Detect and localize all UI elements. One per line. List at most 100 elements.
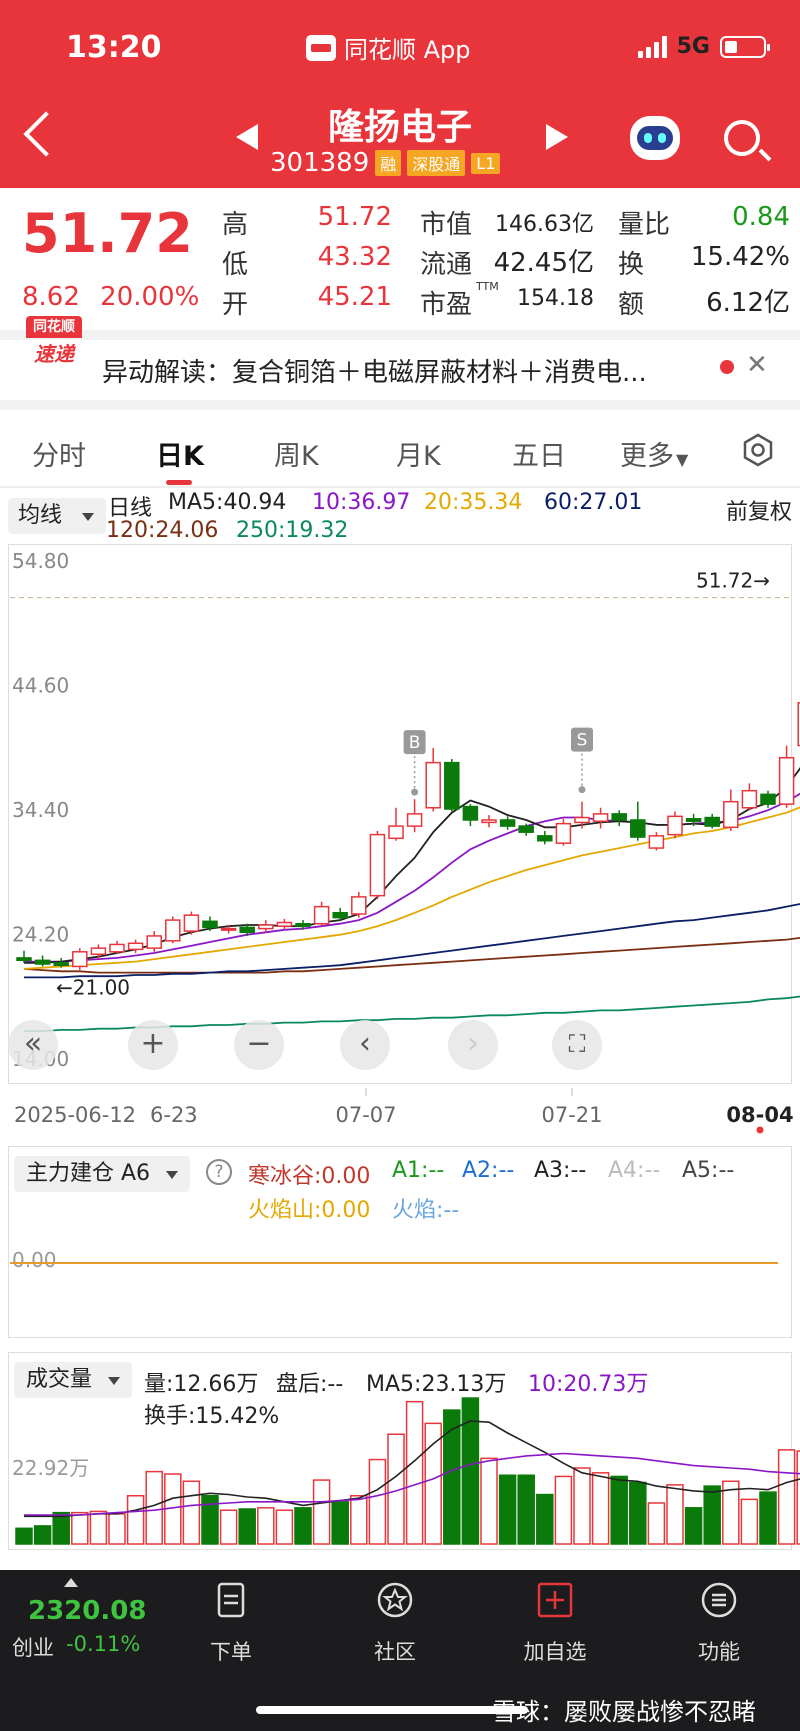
candle-body [34, 959, 51, 965]
assistant-robot-icon[interactable] [630, 116, 680, 160]
open-label: 开 [222, 290, 249, 320]
sell-marker-dot [578, 786, 586, 794]
candle-body [369, 833, 386, 897]
volume-selector-button[interactable]: 成交量 [14, 1362, 132, 1398]
nav-community-label: 社区 [374, 1640, 416, 1664]
divider [0, 486, 800, 488]
candle-body [667, 815, 683, 836]
candle [239, 923, 255, 936]
vol-ma5: MA5:23.13万 [366, 1372, 507, 1397]
kline-chart[interactable] [8, 544, 792, 1084]
active-tab-underline [166, 480, 192, 485]
y-tick-label: 24.20 [12, 923, 69, 947]
next-stock-icon[interactable] [546, 124, 568, 150]
candle-body [351, 896, 367, 915]
volume-bar [126, 1494, 145, 1545]
volume-bar [554, 1475, 573, 1545]
buy-marker-dot [411, 788, 419, 796]
stock-code-row: 301389 融 深股通 L1 [270, 148, 501, 178]
candle [797, 702, 800, 747]
settings-icon[interactable] [740, 432, 776, 468]
tag-level: L1 [471, 152, 501, 174]
mktcap-value: 146.63亿 [495, 212, 594, 237]
adjust-mode[interactable]: 前复权 [725, 500, 792, 525]
candle-body [239, 926, 255, 934]
news-headline[interactable]: 异动解读：复合铜箔＋电磁屏蔽材料＋消费电... [102, 358, 647, 388]
index-value[interactable]: 2320.08 [28, 1596, 147, 1626]
nav-community[interactable]: 社区 [340, 1580, 450, 1666]
volume-bar [517, 1474, 535, 1545]
x-tick-label: 2025-06-12 [14, 1103, 136, 1127]
ma-selector-button[interactable]: 均线 [8, 498, 106, 534]
high-label: 高 [222, 210, 249, 240]
ma20-line [23, 806, 800, 970]
scroll-start-icon[interactable]: « [8, 1020, 58, 1070]
candle-body [388, 825, 404, 840]
nav-order[interactable]: 下单 [176, 1580, 286, 1666]
last-price-label: 51.72→ [696, 569, 770, 593]
search-icon[interactable] [724, 120, 760, 156]
volume-bar [629, 1481, 647, 1545]
tab-intraday[interactable]: 分时 [32, 441, 86, 472]
indicator-selector-button[interactable]: 主力建仓 A6 [14, 1156, 190, 1192]
pan-right-icon[interactable]: › [448, 1020, 498, 1070]
volume-bar [52, 1511, 70, 1545]
volume-bar [275, 1509, 294, 1545]
candle-body [146, 935, 162, 949]
home-indicator[interactable] [256, 1706, 528, 1714]
candle [741, 783, 758, 811]
candle [406, 799, 423, 833]
zoom-out-icon[interactable]: − [234, 1020, 284, 1070]
candle [481, 815, 497, 828]
expand-up-icon[interactable] [64, 1578, 78, 1587]
y-tick-label: 34.40 [12, 798, 69, 822]
candle [537, 830, 553, 845]
sell-marker-badge [571, 727, 593, 752]
candle [611, 810, 627, 827]
y-tick-label: 54.80 [12, 549, 69, 573]
candle-body [592, 813, 609, 822]
status-time: 13:20 [66, 30, 162, 65]
zoom-in-icon[interactable]: + [128, 1020, 178, 1070]
news-logo-top: 同花顺 [26, 316, 82, 338]
candle-body [90, 947, 107, 955]
candle [444, 758, 460, 812]
tab-weekly-k[interactable]: 周K [274, 441, 319, 472]
nav-functions[interactable]: 功能 [664, 1580, 774, 1666]
candle [127, 939, 144, 954]
candle [555, 818, 572, 846]
ma5-value: MA5:40.94 [168, 490, 287, 515]
order-icon [217, 1582, 245, 1618]
x-tick-label: 07-21 [541, 1103, 602, 1127]
candle [574, 801, 590, 829]
nav-add-watchlist[interactable]: 加自选 [500, 1580, 610, 1666]
tab-daily-k[interactable]: 日K [156, 441, 204, 472]
vol_ma5-line [24, 1420, 800, 1518]
help-icon[interactable]: ? [206, 1159, 232, 1185]
candle [313, 901, 330, 927]
ind-hanbinggu: 寒冰谷:0.00 [248, 1164, 371, 1189]
tab-five-day[interactable]: 五日 [512, 441, 566, 472]
candle-body [537, 835, 553, 842]
vol-ma10: 10:20.73万 [528, 1372, 649, 1397]
volume-bar [201, 1494, 219, 1545]
volume-bar [33, 1525, 52, 1545]
prev-stock-icon[interactable] [236, 124, 258, 150]
ind-huoyanshan: 火焰山:0.00 [248, 1198, 371, 1223]
status-indicators: 5G [637, 34, 770, 59]
open-value: 45.21 [317, 282, 392, 312]
divider [0, 330, 800, 340]
fullscreen-icon[interactable]: ⛶ [552, 1020, 602, 1070]
volume-bar [89, 1510, 108, 1545]
ind-a1: A1:-- [392, 1158, 445, 1183]
battery-icon [720, 35, 770, 58]
close-icon[interactable]: ✕ [746, 350, 768, 380]
candle [276, 918, 293, 930]
candle-body [425, 761, 441, 809]
index-name: 创业 [12, 1636, 54, 1660]
tab-monthly-k[interactable]: 月K [396, 441, 441, 472]
candle [778, 745, 795, 808]
tab-more[interactable]: 更多 ▼ [620, 434, 688, 473]
volume-bar [777, 1449, 796, 1545]
pan-left-icon[interactable]: ‹ [340, 1020, 390, 1070]
